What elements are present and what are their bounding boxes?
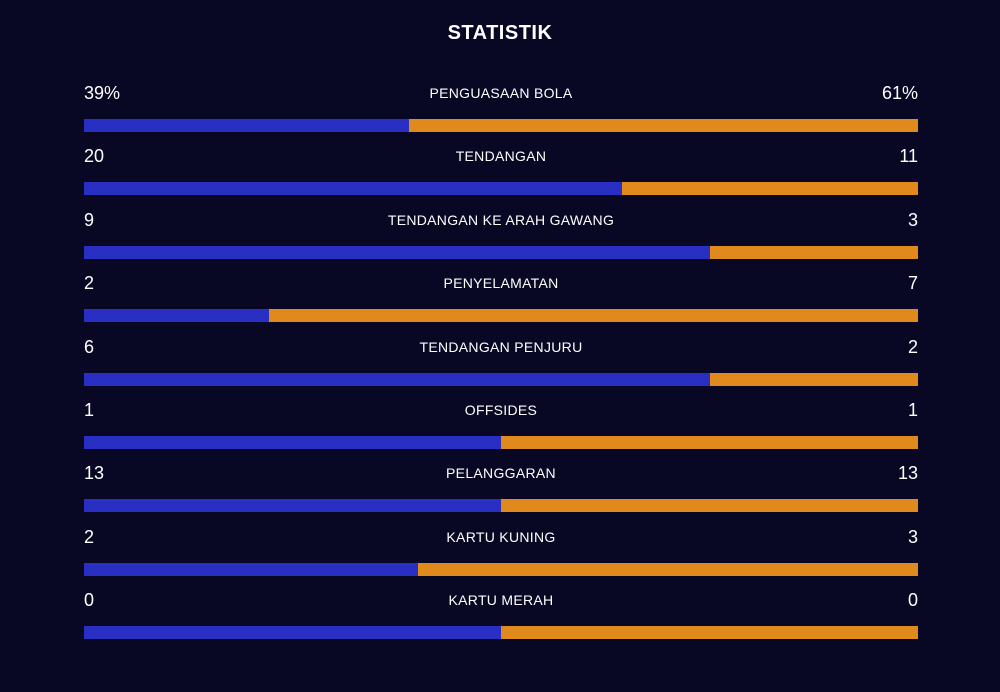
stat-header: 2 PENYELAMATAN 7 bbox=[84, 270, 918, 300]
stat-label: TENDANGAN bbox=[455, 148, 547, 165]
stat-label: PENYELAMATAN bbox=[443, 275, 559, 292]
stat-label: KARTU KUNING bbox=[446, 528, 556, 545]
statistics-list: 39% PENGUASAAN BOLA 61% 20 TENDANGAN 11 … bbox=[84, 80, 918, 651]
away-value: 0 bbox=[907, 590, 918, 611]
away-value: 2 bbox=[907, 336, 918, 357]
away-value: 61% bbox=[881, 83, 918, 103]
home-bar-segment bbox=[84, 435, 501, 449]
home-value: 9 bbox=[84, 209, 95, 230]
stat-header: 39% PENGUASAAN BOLA 61% bbox=[84, 80, 918, 110]
home-bar-segment bbox=[84, 626, 501, 640]
away-bar-segment bbox=[501, 499, 918, 513]
away-value: 3 bbox=[907, 526, 918, 547]
comparison-bar bbox=[84, 499, 918, 513]
away-bar-segment bbox=[409, 119, 918, 132]
away-bar-segment bbox=[501, 626, 918, 640]
comparison-bar bbox=[84, 435, 918, 449]
home-bar-segment bbox=[84, 182, 622, 196]
away-value: 3 bbox=[907, 209, 918, 230]
stat-row-tendangan-ke-arah-gawang: 9 TENDANGAN KE ARAH GAWANG 3 bbox=[84, 207, 918, 270]
home-value: 2 bbox=[84, 273, 95, 294]
away-bar-segment bbox=[417, 562, 918, 576]
comparison-bar bbox=[84, 626, 918, 640]
stat-row-offsides: 1 OFFSIDES 1 bbox=[84, 397, 918, 460]
stat-row-penyelamatan: 2 PENYELAMATAN 7 bbox=[84, 270, 918, 333]
home-bar-segment bbox=[84, 245, 710, 259]
stat-header: 1 OFFSIDES 1 bbox=[84, 397, 918, 427]
comparison-bar bbox=[84, 562, 918, 576]
stat-row-tendangan-penjuru: 6 TENDANGAN PENJURU 2 bbox=[84, 334, 918, 397]
home-value: 6 bbox=[84, 336, 95, 357]
stat-label: KARTU MERAH bbox=[448, 592, 554, 609]
away-bar-segment bbox=[709, 245, 918, 259]
comparison-bar bbox=[84, 372, 918, 386]
stat-row-kartu-kuning: 2 KARTU KUNING 3 bbox=[84, 524, 918, 587]
away-bar-segment bbox=[269, 309, 918, 323]
stat-label: PELANGGARAN bbox=[446, 465, 556, 482]
home-bar-segment bbox=[84, 372, 710, 386]
comparison-bar bbox=[84, 182, 918, 196]
home-value: 0 bbox=[84, 590, 95, 611]
home-bar-segment bbox=[84, 119, 410, 132]
comparison-bar bbox=[84, 309, 918, 323]
stat-label: TENDANGAN PENJURU bbox=[419, 338, 583, 355]
stat-header: 20 TENDANGAN 11 bbox=[84, 143, 918, 173]
stat-header: 6 TENDANGAN PENJURU 2 bbox=[84, 334, 918, 364]
away-value: 1 bbox=[907, 399, 918, 420]
stat-header: 13 PELANGGARAN 13 bbox=[84, 460, 918, 490]
home-bar-segment bbox=[84, 499, 501, 513]
home-value: 2 bbox=[84, 526, 95, 547]
home-value: 13 bbox=[84, 463, 105, 484]
stat-header: 2 KARTU KUNING 3 bbox=[84, 524, 918, 554]
stat-label: PENGUASAAN BOLA bbox=[429, 85, 573, 101]
home-value: 1 bbox=[84, 399, 95, 420]
away-bar-segment bbox=[501, 435, 918, 449]
comparison-bar bbox=[84, 119, 918, 132]
home-bar-segment bbox=[84, 309, 270, 323]
home-value: 39% bbox=[84, 83, 121, 103]
home-bar-segment bbox=[84, 562, 418, 576]
stat-label: OFFSIDES bbox=[464, 401, 538, 418]
away-bar-segment bbox=[709, 372, 918, 386]
stat-row-penguasaan-bola: 39% PENGUASAAN BOLA 61% bbox=[84, 80, 918, 143]
stat-row-pelanggaran: 13 PELANGGARAN 13 bbox=[84, 460, 918, 523]
home-value: 20 bbox=[84, 146, 105, 167]
away-value: 7 bbox=[907, 273, 918, 294]
away-bar-segment bbox=[621, 182, 918, 196]
stat-row-kartu-merah: 0 KARTU MERAH 0 bbox=[84, 587, 918, 650]
page-title: STATISTIK bbox=[447, 22, 553, 44]
stat-header: 0 KARTU MERAH 0 bbox=[84, 587, 918, 617]
stat-header: 9 TENDANGAN KE ARAH GAWANG 3 bbox=[84, 207, 918, 237]
comparison-bar bbox=[84, 245, 918, 259]
stat-row-tendangan: 20 TENDANGAN 11 bbox=[84, 143, 918, 206]
stat-label: TENDANGAN KE ARAH GAWANG bbox=[387, 211, 615, 228]
away-value: 11 bbox=[899, 146, 918, 167]
away-value: 13 bbox=[897, 463, 918, 484]
